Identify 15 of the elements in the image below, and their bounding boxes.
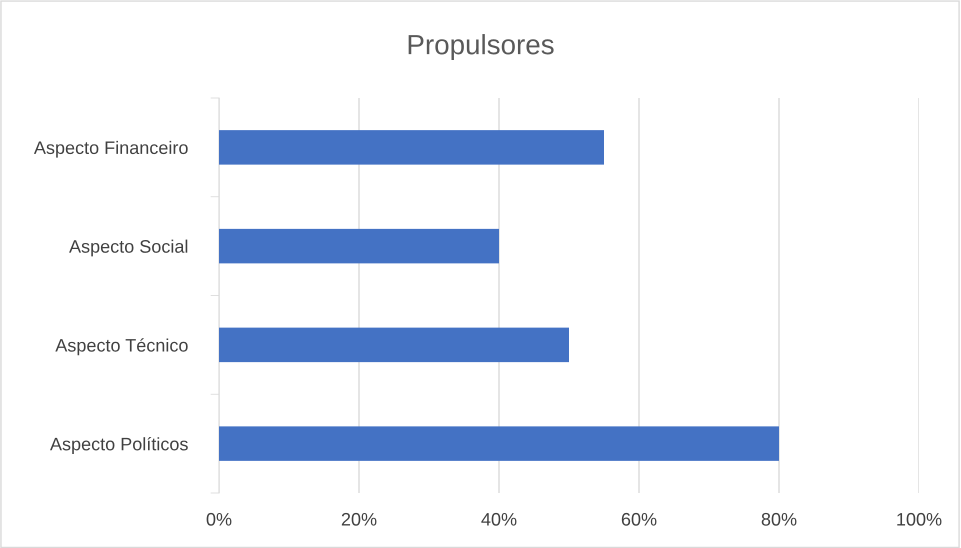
x-tick-label: 0% [206, 512, 232, 526]
x-tick-label: 60% [622, 512, 656, 526]
y-tick-label: Aspecto Políticos [50, 436, 188, 454]
chart-title: Propulsores [408, 34, 554, 60]
y-tick-label: Aspecto Social [69, 240, 188, 256]
x-tick-label: 40% [481, 512, 516, 526]
y-tick-label: Aspecto Técnico [55, 338, 188, 356]
bar [219, 426, 779, 461]
x-tick-label: 80% [762, 512, 796, 526]
bar [219, 228, 499, 264]
bar [219, 130, 604, 165]
x-tick-label: 20% [342, 512, 376, 526]
bar [219, 328, 569, 362]
y-tick-label: Aspecto Financeiro [34, 140, 188, 158]
x-tick-label: 100% [897, 512, 942, 526]
